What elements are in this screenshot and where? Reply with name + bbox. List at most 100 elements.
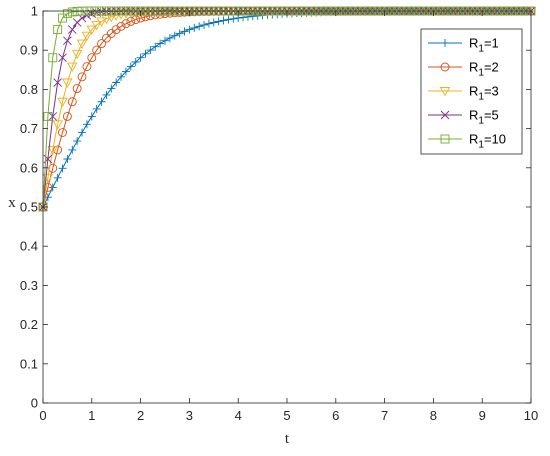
data-point xyxy=(53,173,62,182)
y-tick-label: 1 xyxy=(31,4,38,19)
data-point xyxy=(101,33,111,43)
legend-label: R1=3 xyxy=(469,84,499,103)
data-point xyxy=(97,97,106,106)
data-point xyxy=(81,31,93,42)
x-tick-label: 7 xyxy=(381,408,388,423)
data-point xyxy=(92,45,102,55)
data-point xyxy=(73,137,82,146)
data-point xyxy=(53,78,62,87)
data-point xyxy=(224,15,233,24)
legend-label: R1=2 xyxy=(469,60,499,79)
data-point xyxy=(43,111,53,121)
data-point xyxy=(141,12,150,22)
legend-item: R1=1 xyxy=(428,36,499,55)
data-point xyxy=(180,27,189,36)
data-point xyxy=(58,128,67,137)
x-tick-label: 8 xyxy=(430,408,437,423)
data-point xyxy=(47,145,59,156)
data-point xyxy=(71,49,83,60)
y-tick-label: 0.1 xyxy=(20,356,38,371)
data-point xyxy=(48,53,58,63)
data-point xyxy=(190,23,199,32)
data-point xyxy=(243,12,252,21)
data-point xyxy=(107,84,116,93)
data-point xyxy=(112,78,121,87)
legend-label: R1=10 xyxy=(469,132,506,151)
data-point xyxy=(82,62,92,72)
legend-item: R1=5 xyxy=(428,108,499,127)
x-tick-label: 4 xyxy=(235,408,242,423)
y-tick-label: 0 xyxy=(31,396,38,411)
data-point xyxy=(62,9,72,19)
data-point xyxy=(170,31,179,40)
x-tick-label: 2 xyxy=(137,408,144,423)
data-point xyxy=(86,25,98,36)
data-point xyxy=(161,36,169,45)
data-point xyxy=(76,39,88,50)
data-point xyxy=(87,53,97,63)
data-point xyxy=(78,128,87,137)
x-tick-label: 1 xyxy=(88,408,95,423)
y-tick-label: 0.3 xyxy=(20,278,38,293)
data-point xyxy=(48,112,58,121)
x-tick-label: 0 xyxy=(39,408,46,423)
legend-label: R1=1 xyxy=(469,36,499,55)
data-point xyxy=(92,104,101,113)
data-point xyxy=(439,87,451,97)
data-point xyxy=(58,164,67,173)
x-tick-label: 9 xyxy=(479,408,486,423)
data-point xyxy=(97,39,107,49)
data-point xyxy=(67,25,77,34)
data-point xyxy=(165,34,174,43)
data-point xyxy=(200,20,209,29)
y-tick-label: 0.4 xyxy=(20,239,38,254)
data-point xyxy=(440,110,450,120)
x-tick-label: 10 xyxy=(524,408,538,423)
data-point xyxy=(141,49,150,58)
data-point xyxy=(135,8,146,18)
data-point xyxy=(48,163,58,173)
y-tick-label: 0.7 xyxy=(20,121,38,136)
x-axis-label: t xyxy=(285,431,290,447)
y-tick-label: 0.5 xyxy=(20,200,38,215)
data-point xyxy=(441,39,449,47)
data-point xyxy=(136,53,145,62)
data-point xyxy=(185,25,194,34)
data-point xyxy=(82,120,91,129)
data-point xyxy=(214,17,223,26)
data-point xyxy=(121,19,131,29)
data-point xyxy=(151,42,160,51)
data-point xyxy=(131,58,140,67)
data-point xyxy=(131,15,141,25)
data-point xyxy=(121,67,130,76)
data-point xyxy=(440,134,450,144)
data-point xyxy=(102,90,111,99)
data-point xyxy=(175,29,184,38)
x-tick-label: 3 xyxy=(186,408,193,423)
data-point xyxy=(156,39,165,48)
data-point xyxy=(204,19,213,28)
data-point xyxy=(91,20,102,31)
legend: R1=1 R1=2 R1=3 R1=5 R1=10 xyxy=(420,28,523,155)
data-point xyxy=(440,62,450,72)
data-point xyxy=(72,84,82,93)
data-point xyxy=(106,12,117,23)
data-point xyxy=(48,183,57,192)
data-point xyxy=(63,154,72,163)
data-point xyxy=(87,112,96,121)
y-tick-label: 0.9 xyxy=(20,43,38,58)
x-tick-label: 6 xyxy=(332,408,339,423)
data-point xyxy=(58,53,67,63)
data-point xyxy=(116,21,126,31)
data-point xyxy=(53,145,63,155)
data-point xyxy=(67,62,78,73)
y-tick-label: 0.8 xyxy=(20,82,38,97)
data-point xyxy=(53,25,63,35)
legend-item: R1=10 xyxy=(428,132,506,151)
data-point xyxy=(195,22,204,31)
data-point xyxy=(117,72,126,81)
data-point xyxy=(209,18,218,27)
data-point xyxy=(52,120,63,130)
data-point xyxy=(62,111,72,121)
